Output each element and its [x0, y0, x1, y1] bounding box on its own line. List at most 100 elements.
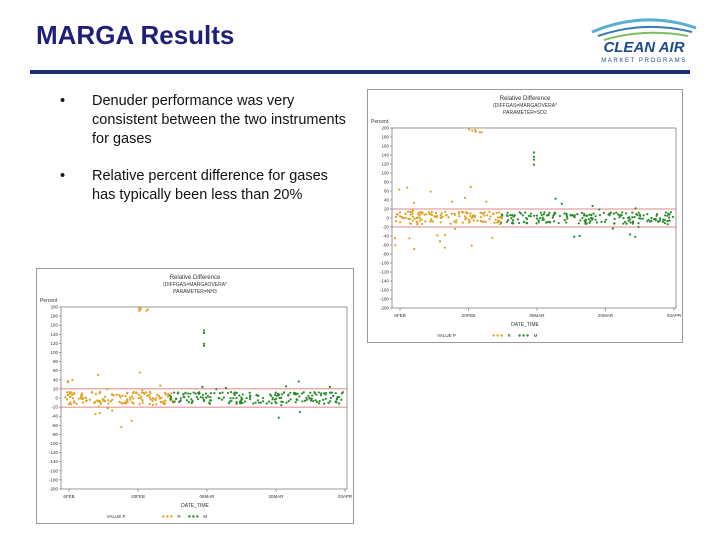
data-point-m — [584, 218, 587, 221]
data-point-m — [655, 214, 658, 217]
data-point-m — [248, 391, 251, 394]
data-point-m — [330, 391, 334, 394]
data-point-r — [159, 400, 162, 404]
data-point-r — [132, 390, 136, 394]
data-point-m — [202, 344, 206, 348]
data-point-r — [444, 210, 447, 213]
data-point-m — [204, 396, 208, 399]
data-point-m — [584, 222, 587, 225]
data-point-m — [329, 396, 333, 399]
data-point-m — [532, 155, 536, 158]
data-point-m — [255, 393, 258, 397]
data-point-m — [182, 393, 185, 396]
data-point-r — [455, 221, 458, 224]
data-point-r — [131, 397, 135, 400]
data-point-r — [411, 212, 414, 215]
data-point-r — [154, 398, 157, 402]
data-point-r — [411, 215, 415, 218]
title-divider — [30, 70, 690, 74]
data-point-m — [533, 214, 536, 217]
data-point-r — [429, 190, 432, 193]
data-point-r — [119, 396, 122, 399]
data-point-m — [594, 215, 597, 218]
data-point-m — [275, 402, 278, 405]
data-point-r — [483, 210, 486, 214]
data-point-m — [283, 391, 286, 394]
data-point-m — [513, 214, 516, 217]
data-point-m — [499, 221, 503, 224]
data-point-m — [235, 400, 238, 404]
data-point-r — [496, 221, 499, 224]
plot-frame — [391, 127, 677, 309]
data-point-r — [66, 381, 70, 384]
data-point-r — [443, 246, 446, 249]
data-point-m — [289, 391, 292, 395]
data-point-m — [340, 398, 343, 401]
data-point-r — [139, 395, 143, 398]
data-point-m — [669, 211, 672, 214]
data-point-m — [328, 385, 332, 388]
y-tick-label: 20 — [53, 386, 59, 391]
data-point-r — [444, 233, 447, 237]
data-point-m — [218, 392, 222, 395]
data-point-m — [252, 402, 255, 405]
data-point-r — [160, 396, 163, 400]
data-point-m — [280, 393, 283, 396]
data-point-m — [311, 394, 314, 397]
y-tick-label: 60 — [53, 368, 59, 373]
data-point-m — [537, 221, 540, 224]
data-point-r — [398, 211, 402, 214]
data-point-m — [202, 398, 205, 401]
data-point-r — [409, 210, 412, 214]
data-point-m — [224, 386, 228, 390]
data-point-r — [493, 221, 496, 224]
data-point-m — [658, 217, 662, 220]
data-point-m — [273, 393, 277, 396]
data-point-r — [71, 393, 74, 396]
y-tick-label: 120 — [381, 162, 389, 167]
data-point-r — [84, 396, 88, 399]
data-point-m — [545, 214, 549, 217]
y-tick-label: 200 — [50, 305, 58, 310]
data-point-m — [648, 220, 652, 223]
data-point-r — [416, 223, 419, 226]
data-point-m — [611, 227, 615, 230]
data-point-r — [453, 220, 456, 223]
data-point-r — [401, 216, 404, 219]
data-point-m — [529, 215, 532, 218]
data-point-m — [336, 395, 339, 399]
y-tick-label: 80 — [53, 359, 59, 364]
data-point-m — [294, 401, 297, 404]
y-tick-label: -80 — [382, 252, 389, 257]
y-tick-label: 180 — [50, 314, 58, 319]
data-point-r — [478, 131, 481, 134]
data-point-r — [430, 217, 433, 221]
data-point-r — [484, 220, 487, 223]
data-point-r — [479, 216, 482, 219]
data-point-m — [182, 395, 185, 398]
data-point-r — [81, 401, 85, 404]
data-point-r — [115, 393, 118, 396]
data-point-m — [287, 393, 290, 396]
data-point-m — [510, 222, 514, 225]
data-point-r — [488, 210, 491, 213]
data-point-m — [318, 402, 321, 405]
data-point-r — [90, 391, 93, 394]
data-point-r — [68, 390, 71, 394]
data-point-m — [274, 391, 277, 394]
data-point-r — [485, 200, 488, 203]
y-axis-label: Percent — [371, 119, 389, 125]
data-point-m — [507, 218, 510, 222]
y-tick-label: -100 — [380, 261, 390, 266]
data-point-m — [569, 213, 572, 217]
data-point-m — [618, 214, 621, 217]
chart-parameter: PARAMETER=SO2 — [503, 110, 547, 116]
data-point-r — [418, 214, 421, 217]
data-point-r — [430, 213, 433, 216]
data-point-m — [636, 213, 639, 217]
data-point-m — [628, 233, 632, 236]
data-point-r — [421, 211, 424, 214]
data-point-r — [464, 218, 467, 221]
data-point-r — [394, 215, 397, 219]
data-point-m — [524, 211, 527, 214]
